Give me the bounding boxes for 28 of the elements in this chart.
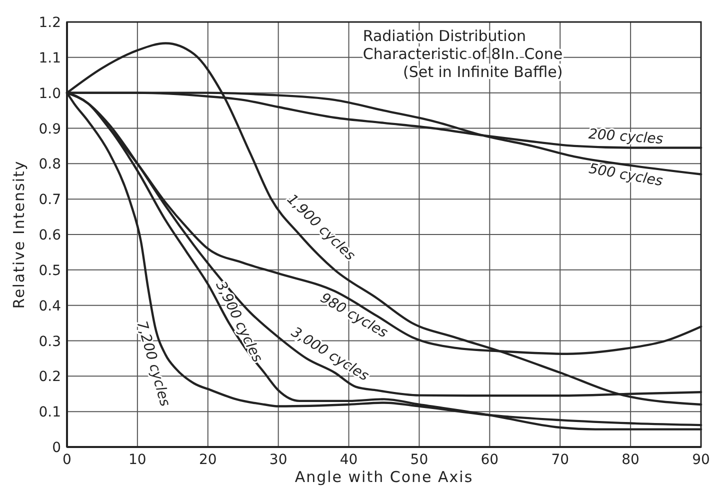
x-tick-label: 10 xyxy=(128,452,146,468)
x-tick-label: 30 xyxy=(269,452,288,468)
y-tick-label: 0.2 xyxy=(38,369,61,386)
x-tick-label: 40 xyxy=(340,452,358,468)
y-tick-label: 0.9 xyxy=(38,121,61,138)
y-axis-title: Relative Intensity xyxy=(10,160,28,309)
text: 500 cycles xyxy=(588,160,664,190)
text: 7,200 cycles xyxy=(133,319,173,408)
x-tick-label: 90 xyxy=(692,452,710,468)
y-tick-label: 0.1 xyxy=(38,404,61,421)
y-tick-label: 0.6 xyxy=(38,228,62,244)
x-tick-label: 20 xyxy=(198,452,217,468)
x-tick-label: 50 xyxy=(410,452,428,468)
y-tick-label: 0 xyxy=(52,440,61,456)
y-tick-label: 0.4 xyxy=(38,298,62,314)
x-tick-label: 70 xyxy=(551,452,570,468)
y-tick-label: 0.8 xyxy=(38,156,61,173)
y-tick-label: 0.7 xyxy=(38,192,61,208)
y-tick-label: 0.3 xyxy=(38,334,61,350)
y-tick-label: 1.0 xyxy=(38,86,61,102)
x-tick-label: 80 xyxy=(622,452,640,468)
x-tick-label: 60 xyxy=(480,452,499,468)
y-tick-label: 1.1 xyxy=(38,50,61,66)
y-tick-label: 0.5 xyxy=(38,262,61,279)
x-tick-label: 0 xyxy=(62,452,72,468)
series-label: 200 cycles xyxy=(588,126,664,148)
y-tick-label: 1.2 xyxy=(38,15,61,31)
x-axis-title: Angle with Cone Axis xyxy=(294,468,474,486)
